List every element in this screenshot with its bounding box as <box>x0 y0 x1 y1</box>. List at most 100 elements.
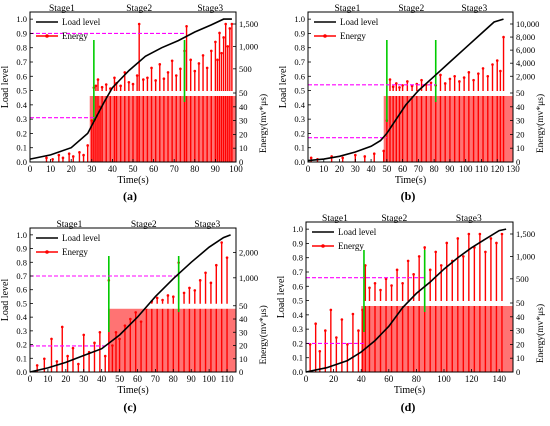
y-left-tick-label: 0.8 <box>16 257 27 267</box>
y-left-tick-label: 1.0 <box>292 224 303 234</box>
y-right-tick-label: 4,000 <box>516 58 535 68</box>
energy-point <box>86 144 89 147</box>
energy-point <box>410 84 414 88</box>
y-left-tick-label: 0.0 <box>16 367 27 377</box>
y-left-tick-label: 0.1 <box>292 353 303 363</box>
energy-point <box>60 325 64 329</box>
x-tick-label: 10 <box>46 164 56 174</box>
y-right-tick-label: 10 <box>239 354 248 364</box>
x-tick-label: 70 <box>151 374 161 384</box>
panel-0: 0 10 20 30 40 50 60 70 80 90 1000.00.10.20.30.40.5… <box>0 4 269 203</box>
plot-frame <box>307 11 514 163</box>
x-tick-label: 50 <box>382 164 392 174</box>
energy-dense-region <box>361 305 513 372</box>
x-tick-label: 40 <box>367 164 377 174</box>
energy-point <box>439 264 443 267</box>
panel-3: 0 20 40 60 80 100 120 1400.00.10.20.30.40.50.60… <box>276 214 546 414</box>
legend-energy-marker <box>323 34 327 38</box>
x-tick-label: 140 <box>492 374 506 384</box>
y-left-tick-label: 0.8 <box>292 253 303 263</box>
x-tick-label: 60 <box>398 164 408 174</box>
y-right-tick-label: 20 <box>516 339 525 349</box>
panel-label: (b) <box>401 189 416 203</box>
energy-point <box>150 66 153 70</box>
energy-point <box>100 85 104 89</box>
y-left-tick-label: 0.3 <box>294 114 305 124</box>
energy-point <box>340 318 344 321</box>
energy-point <box>66 354 69 358</box>
energy-point <box>448 77 452 81</box>
energy-point <box>209 49 213 53</box>
energy-point <box>113 76 116 80</box>
y-right-tick-label: 10 <box>239 143 248 153</box>
y-left-tick-label: 0.3 <box>16 326 27 336</box>
x-tick-label: 30 <box>79 374 89 384</box>
plot-frame <box>29 227 237 373</box>
stage-label: Stage2 <box>381 214 407 224</box>
y-right-tick-label: 6,000 <box>516 45 535 55</box>
legend-energy-label: Energy <box>62 31 88 41</box>
panel-label: (d) <box>401 400 416 414</box>
energy-point <box>216 58 219 62</box>
stage-label: Stage2 <box>126 4 152 14</box>
energy-point <box>123 71 127 74</box>
legend-load-label: Load level <box>62 17 101 27</box>
energy-point <box>500 232 504 236</box>
energy-point <box>226 45 230 48</box>
energy-point <box>398 86 401 89</box>
energy-point <box>96 78 100 81</box>
energy-point <box>228 27 232 30</box>
y-right-axis-title: Energy(mv*μs) <box>258 94 269 153</box>
stage-label: Stage1 <box>56 220 82 230</box>
y-left-tick-label: 0.4 <box>16 312 27 322</box>
energy-point <box>146 76 149 80</box>
y-left-tick-label: 0.6 <box>294 71 305 81</box>
energy-point <box>71 346 75 350</box>
energy-point <box>93 341 96 345</box>
y-right-tick-label: 1,000 <box>516 251 535 261</box>
energy-point <box>98 330 102 334</box>
x-tick-label: 120 <box>490 164 504 174</box>
energy-point <box>329 308 333 312</box>
y-right-tick-label: 30 <box>516 326 525 336</box>
y-right-tick-label: 40 <box>239 314 248 324</box>
energy-point <box>35 364 39 367</box>
x-tick-label: 40 <box>108 164 118 174</box>
x-axis-title: Time(s) <box>117 385 148 396</box>
y-right-tick-label: 30 <box>239 116 248 126</box>
energy-point <box>188 286 191 290</box>
y-right-tick-label: 10 <box>516 353 525 363</box>
energy-point <box>204 271 207 275</box>
energy-point <box>172 295 175 299</box>
y-right-tick-label: 30 <box>239 327 248 337</box>
energy-point <box>119 84 122 88</box>
load-line <box>307 18 504 162</box>
energy-point <box>61 156 65 160</box>
y-right-axis-title: Energy(mv*μs) <box>535 94 546 153</box>
y-left-tick-label: 0.4 <box>292 310 303 320</box>
load-line <box>305 228 507 373</box>
energy-point <box>135 74 139 77</box>
panel-label: (a) <box>123 189 137 203</box>
y-left-tick-label: 0.2 <box>294 128 305 138</box>
y-right-tick-label: 0 <box>516 367 520 377</box>
energy-point <box>197 62 201 65</box>
x-tick-label: 90 <box>211 164 221 174</box>
energy-point <box>162 77 166 80</box>
y-left-tick-label: 0.2 <box>16 128 27 138</box>
energy-point <box>220 241 223 244</box>
energy-point <box>82 333 86 337</box>
energy-point <box>477 72 480 75</box>
y-left-tick-label: 0.5 <box>294 86 305 96</box>
energy-point <box>354 153 357 157</box>
load-line <box>29 18 232 160</box>
energy-point <box>45 156 48 160</box>
x-tick-label: 0 <box>306 164 311 174</box>
energy-point <box>388 78 392 81</box>
x-tick-label: 80 <box>412 374 422 384</box>
x-tick-label: 20 <box>329 374 339 384</box>
energy-point <box>481 67 485 70</box>
legend-energy-label: Energy <box>338 241 364 251</box>
y-left-tick-label: 0.6 <box>16 71 27 81</box>
energy-point <box>182 291 186 295</box>
